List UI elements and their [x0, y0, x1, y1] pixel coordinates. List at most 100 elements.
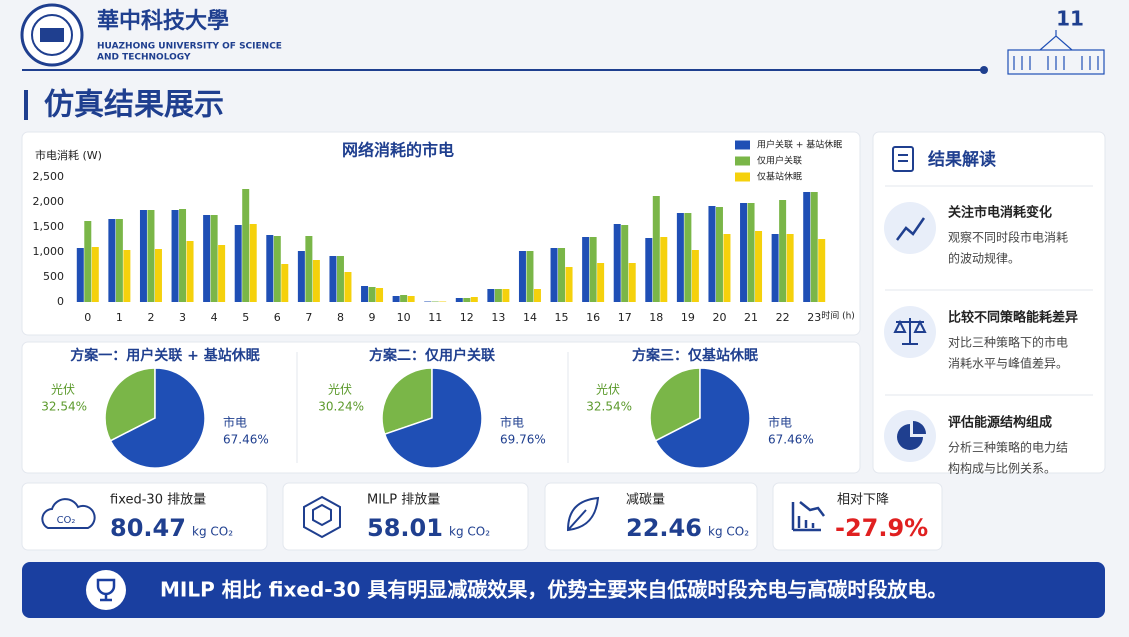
insight-desc: 消耗水平与峰值差异。: [948, 356, 1068, 371]
x-tick-label: 8: [337, 311, 344, 324]
metric-value: 22.46: [626, 514, 702, 542]
metric-label: fixed-30 排放量: [110, 493, 206, 508]
leaf-icon: [566, 496, 600, 532]
insight-heading: 比较不同策略能耗差异: [948, 310, 1078, 326]
bar: [747, 203, 755, 302]
metric-card: [21, 482, 268, 551]
x-tick-label: 2: [147, 311, 154, 324]
bar: [494, 289, 502, 302]
bar: [755, 231, 763, 302]
bar: [179, 209, 187, 302]
pie-value-label: 67.46%: [768, 433, 814, 447]
bar: [582, 237, 590, 302]
legend-swatch: [735, 156, 750, 166]
bar: [439, 301, 447, 302]
x-axis-label: 时间 (h): [821, 310, 855, 322]
x-tick-label: 5: [242, 311, 249, 324]
insight-desc: 观察不同时段市电消耗: [948, 230, 1068, 245]
pie-value-label: 32.54%: [586, 400, 632, 414]
bar: [115, 219, 123, 302]
decline-icon: [791, 501, 825, 532]
x-tick-label: 0: [84, 311, 91, 324]
bar: [273, 236, 281, 302]
scale-icon: [893, 318, 927, 345]
legend-label: 用户关联 + 基站休眠: [757, 139, 842, 151]
conclusion-banner: [22, 562, 1105, 618]
bar: [84, 221, 92, 302]
bar: [139, 210, 147, 302]
bar: [589, 237, 597, 302]
pie-label: 光伏: [596, 383, 620, 397]
bar: [463, 298, 471, 302]
pie-value-label: 67.46%: [223, 433, 269, 447]
insight-icon: [892, 146, 914, 172]
conclusion-text: MILP 相比 fixed-30 具有明显减碳效果，优势主要来自低碳时段充电与高…: [160, 578, 947, 602]
y-tick-label: 2,500: [33, 170, 65, 183]
bar: [818, 239, 826, 302]
pie-value-label: 30.24%: [318, 400, 364, 414]
title-bar: [24, 90, 28, 120]
bar: [91, 247, 99, 302]
metric-unit: kg CO₂: [192, 525, 233, 539]
trophy-icon: [96, 578, 116, 602]
x-tick-label: 13: [491, 311, 505, 324]
bar: [455, 298, 463, 302]
insight-desc: 构构成与比例关系。: [948, 461, 1056, 476]
metric-value: 80.47: [110, 514, 186, 542]
bar: [526, 251, 534, 302]
x-tick-label: 1: [116, 311, 123, 324]
metric-unit: kg CO₂: [708, 525, 749, 539]
bar: [329, 256, 337, 302]
bar: [810, 192, 818, 302]
pie-label: 市电: [768, 415, 792, 430]
insight-title: 结果解读: [928, 149, 996, 170]
bar: [652, 196, 660, 302]
bar: [210, 215, 218, 302]
bar: [533, 289, 541, 302]
bar: [76, 248, 84, 302]
metric-unit: kg CO₂: [449, 525, 490, 539]
y-tick-label: 500: [43, 270, 64, 283]
pie-icon: [897, 424, 923, 450]
bar: [803, 192, 811, 302]
bar: [740, 203, 748, 302]
insight-heading: 评估能源结构组成: [948, 415, 1052, 431]
bar: [203, 215, 211, 302]
bar: [336, 256, 344, 302]
bar: [771, 234, 779, 302]
bar: [361, 286, 369, 302]
y-tick-label: 2,000: [33, 195, 65, 208]
trophy-badge: [86, 570, 126, 610]
x-tick-label: 23: [807, 311, 821, 324]
pie-slice: [381, 367, 433, 436]
x-tick-label: 21: [744, 311, 758, 324]
bar: [376, 288, 384, 302]
bar: [305, 236, 313, 302]
pie-slice: [649, 367, 701, 442]
metric-card: [772, 482, 943, 551]
y-tick-label: 1,000: [33, 245, 65, 258]
pie-label: 市电: [223, 415, 247, 430]
insight-desc: 分析三种策略的电力结: [948, 440, 1068, 455]
bar: [281, 264, 289, 302]
bar: [487, 289, 495, 302]
y-axis-label: 市电消耗 (W): [35, 148, 102, 162]
bar: [550, 248, 558, 302]
pie-title: 方案三：仅基站休眠: [632, 347, 758, 364]
insight-desc: 对比三种策略下的市电: [948, 335, 1068, 350]
x-tick-label: 12: [460, 311, 474, 324]
metric-value: 58.01: [367, 514, 443, 542]
bar: [660, 237, 668, 302]
bar: [392, 296, 400, 302]
bar: [431, 301, 439, 302]
metric-card: [282, 482, 529, 551]
pie-slice: [109, 367, 206, 469]
logo-ring: [31, 14, 73, 56]
co2-icon-text: CO₂: [57, 515, 76, 526]
x-tick-label: 11: [428, 311, 442, 324]
pie-value-label: 69.76%: [500, 433, 546, 447]
building-icon: [1007, 30, 1105, 75]
pie-label: 市电: [500, 415, 524, 430]
x-tick-label: 18: [649, 311, 663, 324]
